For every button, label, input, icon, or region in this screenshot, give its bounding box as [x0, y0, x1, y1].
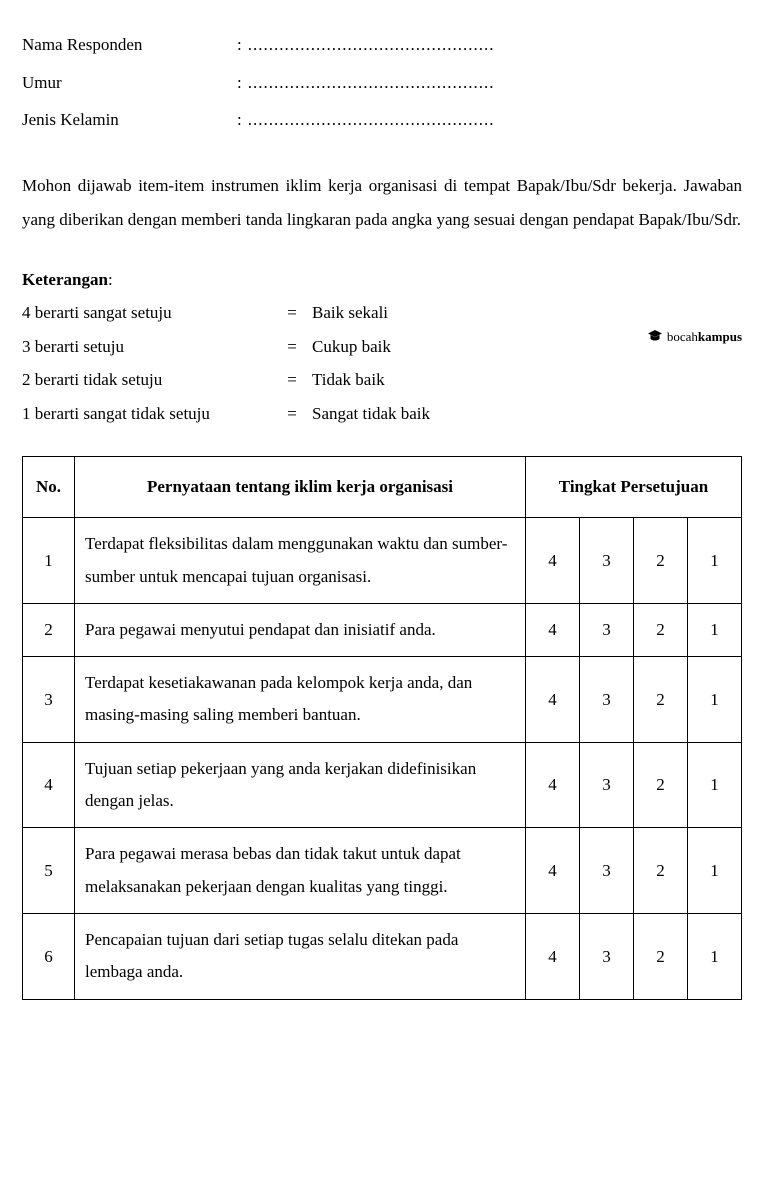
field-blank[interactable]: ........................................…: [248, 70, 495, 96]
cell-statement: Pencapaian tujuan dari setiap tugas sela…: [75, 913, 526, 999]
legend-left: 1 berarti sangat tidak setuju: [22, 401, 272, 427]
rating-option[interactable]: 4: [526, 828, 580, 914]
field-nama: Nama Responden : .......................…: [22, 32, 742, 58]
field-label: Umur: [22, 70, 237, 96]
watermark: bocahkampus: [648, 327, 742, 347]
header-agreement: Tingkat Persetujuan: [526, 457, 742, 518]
graduation-cap-icon: [648, 327, 662, 347]
instructions-text: Mohon dijawab item-item instrumen iklim …: [22, 169, 742, 237]
legend-eq: =: [272, 401, 312, 427]
rating-option[interactable]: 3: [580, 828, 634, 914]
legend-left: 3 berarti setuju: [22, 334, 272, 360]
legend-item: 3 berarti setuju = Cukup baik: [22, 334, 742, 360]
watermark-text-bold: kampus: [698, 327, 742, 347]
table-row: 1Terdapat fleksibilitas dalam menggunaka…: [23, 518, 742, 604]
rating-option[interactable]: 1: [688, 913, 742, 999]
header-statement: Pernyataan tentang iklim kerja organisas…: [75, 457, 526, 518]
cell-no: 4: [23, 742, 75, 828]
legend-title: Keterangan:: [22, 267, 742, 293]
respondent-fields: Nama Responden : .......................…: [22, 32, 742, 133]
rating-option[interactable]: 4: [526, 913, 580, 999]
legend-item: 2 berarti tidak setuju = Tidak baik: [22, 367, 742, 393]
rating-option[interactable]: 4: [526, 603, 580, 656]
legend-eq: =: [272, 300, 312, 326]
cell-no: 5: [23, 828, 75, 914]
cell-no: 6: [23, 913, 75, 999]
table-row: 6Pencapaian tujuan dari setiap tugas sel…: [23, 913, 742, 999]
rating-option[interactable]: 2: [634, 742, 688, 828]
field-blank[interactable]: ........................................…: [248, 107, 495, 133]
field-label: Nama Responden: [22, 32, 237, 58]
field-label: Jenis Kelamin: [22, 107, 237, 133]
table-row: 4Tujuan setiap pekerjaan yang anda kerja…: [23, 742, 742, 828]
table-row: 2Para pegawai menyutui pendapat dan inis…: [23, 603, 742, 656]
questionnaire-table: No. Pernyataan tentang iklim kerja organ…: [22, 456, 742, 1000]
legend-title-colon: :: [108, 270, 113, 289]
cell-no: 3: [23, 657, 75, 743]
rating-option[interactable]: 3: [580, 657, 634, 743]
watermark-text-light: bocah: [667, 327, 698, 347]
legend-eq: =: [272, 334, 312, 360]
rating-option[interactable]: 1: [688, 603, 742, 656]
field-colon: :: [237, 32, 242, 58]
rating-option[interactable]: 4: [526, 518, 580, 604]
rating-option[interactable]: 3: [580, 603, 634, 656]
cell-statement: Terdapat fleksibilitas dalam menggunakan…: [75, 518, 526, 604]
table-row: 3Terdapat kesetiakawanan pada kelompok k…: [23, 657, 742, 743]
legend-section: Keterangan: 4 berarti sangat setuju = Ba…: [22, 267, 742, 427]
rating-option[interactable]: 2: [634, 603, 688, 656]
cell-statement: Tujuan setiap pekerjaan yang anda kerjak…: [75, 742, 526, 828]
cell-no: 1: [23, 518, 75, 604]
legend-right: Sangat tidak baik: [312, 401, 742, 427]
rating-option[interactable]: 3: [580, 518, 634, 604]
rating-option[interactable]: 2: [634, 828, 688, 914]
rating-option[interactable]: 3: [580, 742, 634, 828]
rating-option[interactable]: 1: [688, 657, 742, 743]
rating-option[interactable]: 1: [688, 518, 742, 604]
header-no: No.: [23, 457, 75, 518]
legend-title-text: Keterangan: [22, 270, 108, 289]
rating-option[interactable]: 1: [688, 742, 742, 828]
legend-item: 1 berarti sangat tidak setuju = Sangat t…: [22, 401, 742, 427]
rating-option[interactable]: 2: [634, 518, 688, 604]
field-jenis-kelamin: Jenis Kelamin : ........................…: [22, 107, 742, 133]
field-umur: Umur : .................................…: [22, 70, 742, 96]
field-colon: :: [237, 107, 242, 133]
rating-option[interactable]: 2: [634, 913, 688, 999]
legend-eq: =: [272, 367, 312, 393]
legend-right: Tidak baik: [312, 367, 742, 393]
legend-right: Baik sekali: [312, 300, 742, 326]
cell-statement: Para pegawai merasa bebas dan tidak taku…: [75, 828, 526, 914]
cell-statement: Para pegawai menyutui pendapat dan inisi…: [75, 603, 526, 656]
rating-option[interactable]: 3: [580, 913, 634, 999]
field-colon: :: [237, 70, 242, 96]
legend-left: 2 berarti tidak setuju: [22, 367, 272, 393]
rating-option[interactable]: 2: [634, 657, 688, 743]
rating-option[interactable]: 4: [526, 657, 580, 743]
rating-option[interactable]: 4: [526, 742, 580, 828]
cell-statement: Terdapat kesetiakawanan pada kelompok ke…: [75, 657, 526, 743]
table-header-row: No. Pernyataan tentang iklim kerja organ…: [23, 457, 742, 518]
legend-left: 4 berarti sangat setuju: [22, 300, 272, 326]
field-blank[interactable]: ........................................…: [248, 32, 495, 58]
legend-item: 4 berarti sangat setuju = Baik sekali: [22, 300, 742, 326]
rating-option[interactable]: 1: [688, 828, 742, 914]
table-row: 5Para pegawai merasa bebas dan tidak tak…: [23, 828, 742, 914]
cell-no: 2: [23, 603, 75, 656]
